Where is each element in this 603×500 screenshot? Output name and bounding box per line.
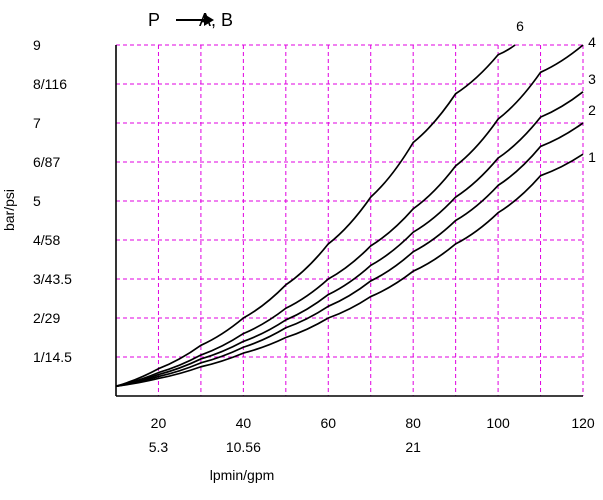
x-axis-title: lpmin/gpm	[210, 467, 275, 483]
series-line-2	[115, 122, 584, 388]
x-tick-label: 120	[571, 415, 595, 431]
series-label-6: 6	[516, 18, 524, 34]
series-label-4: 4	[588, 34, 596, 50]
y-tick-label: 3/43.5	[33, 271, 72, 287]
title-right-label: A, B	[199, 10, 233, 30]
x-secondary-tick-label: 10.56	[226, 439, 261, 455]
axes	[115, 45, 583, 397]
series-line-6	[115, 44, 516, 388]
series-line-4	[115, 44, 584, 388]
series-line-1	[115, 153, 584, 388]
y-tick-label: 4/58	[33, 232, 60, 248]
y-tick-label: 9	[33, 37, 41, 53]
series-label-1: 1	[588, 149, 596, 165]
x-secondary-tick-label: 21	[405, 439, 421, 455]
x-secondary-tick-label: 5.3	[149, 439, 169, 455]
y-tick-label: 6/87	[33, 154, 60, 170]
series-line-3	[115, 91, 584, 388]
series-label-3: 3	[588, 71, 596, 87]
chart-title: P A, B	[148, 10, 233, 30]
y-tick-label: 8/116	[33, 76, 67, 92]
tick-labels: 1/14.5 2/29 3/43.5 4/58 5 6/87 7 8/116 9 20 40 60 80…	[33, 37, 595, 455]
series-lines	[115, 44, 584, 388]
y-tick-label: 7	[33, 115, 41, 131]
y-tick-label: 5	[33, 193, 41, 209]
x-tick-label: 100	[486, 415, 510, 431]
y-tick-label: 1/14.5	[33, 349, 72, 365]
x-tick-label: 60	[320, 415, 336, 431]
y-tick-label: 2/29	[33, 310, 60, 326]
y-axis-title: bar/psi	[1, 189, 17, 231]
x-tick-label: 40	[236, 415, 252, 431]
series-labels: 1 2 3 4 6	[516, 18, 596, 165]
series-label-2: 2	[588, 102, 596, 118]
title-left-label: P	[148, 10, 160, 30]
title-arrow-head	[204, 14, 214, 26]
x-tick-label: 20	[151, 415, 167, 431]
x-tick-label: 80	[405, 415, 421, 431]
grid-lines	[116, 44, 584, 396]
